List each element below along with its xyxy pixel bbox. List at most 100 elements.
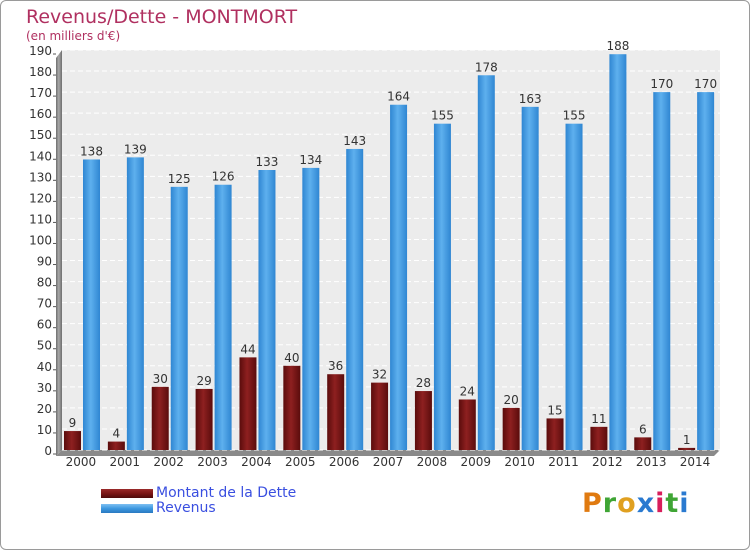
logo-letter: i: [679, 488, 690, 519]
y-tick-label: 10: [37, 423, 52, 437]
y-tick-label: 110: [29, 212, 52, 226]
data-label-dette: 4: [113, 427, 121, 441]
data-label-revenus: 133: [256, 155, 279, 169]
x-tick-label: 2013: [636, 455, 667, 469]
data-label-revenus: 188: [606, 39, 629, 53]
data-label-revenus: 155: [431, 109, 454, 123]
y-tick-label: 50: [37, 339, 52, 353]
x-tick-label: 2005: [285, 455, 316, 469]
data-label-dette: 20: [504, 393, 519, 407]
bar-dette: [195, 388, 213, 450]
x-axis-floor: [56, 450, 720, 456]
y-tick-label: 190: [29, 44, 52, 58]
bar-dette: [239, 357, 257, 450]
data-label-dette: 9: [69, 416, 77, 430]
legend-swatch-dette: [101, 489, 153, 498]
data-label-revenus: 164: [387, 90, 410, 104]
x-tick-label: 2002: [153, 455, 184, 469]
data-label-dette: 28: [416, 376, 431, 390]
y-tick-label: 70: [37, 297, 52, 311]
data-label-revenus: 170: [694, 77, 717, 91]
bar-revenus: [697, 92, 715, 451]
data-label-revenus: 178: [475, 60, 498, 74]
data-label-dette: 11: [591, 412, 606, 426]
legend-label-revenus: Revenus: [156, 500, 216, 516]
x-tick-label: 2010: [504, 455, 535, 469]
bar-dette: [283, 365, 301, 450]
bar-dette: [546, 418, 564, 450]
bar-dette: [502, 407, 520, 450]
logo-letter: P: [582, 488, 603, 519]
logo-letter: t: [665, 488, 680, 519]
y-tick-label: 60: [37, 318, 52, 332]
x-tick-label: 2009: [460, 455, 491, 469]
bar-revenus: [565, 123, 583, 451]
logo-letter: x: [636, 488, 656, 519]
data-label-revenus: 138: [80, 144, 103, 158]
data-label-revenus: 125: [168, 172, 191, 186]
bar-dette: [634, 437, 652, 450]
bar-revenus: [653, 92, 671, 451]
legend-label-dette: Montant de la Dette: [156, 485, 297, 501]
bar-dette: [327, 374, 345, 450]
bar-revenus: [346, 148, 364, 450]
chart-title: Revenus/Dette - MONTMORT: [26, 6, 298, 28]
y-tick-label: 160: [29, 107, 52, 121]
x-tick-label: 2014: [680, 455, 711, 469]
bar-revenus: [521, 106, 539, 450]
bar-revenus: [83, 159, 100, 450]
data-label-dette: 6: [639, 422, 647, 436]
y-tick-label: 150: [29, 128, 52, 142]
bar-dette: [151, 386, 169, 450]
data-label-revenus: 126: [212, 170, 235, 184]
data-label-revenus: 163: [519, 92, 542, 106]
y-tick-label: 100: [29, 233, 52, 247]
y-axis-wall: [56, 50, 62, 456]
x-tick-label: 2003: [197, 455, 228, 469]
bar-dette: [64, 431, 81, 450]
data-label-dette: 44: [240, 342, 255, 356]
x-tick-label: 2001: [110, 455, 141, 469]
proxiti-logo: Proxiti: [582, 488, 690, 519]
x-tick-label: 2007: [373, 455, 404, 469]
y-tick-label: 180: [29, 65, 52, 79]
y-tick-label: 170: [29, 86, 52, 100]
bar-dette: [678, 447, 696, 450]
bar-revenus: [258, 170, 276, 450]
bar-revenus: [433, 123, 451, 451]
data-label-dette: 24: [460, 384, 475, 398]
y-tick-label: 140: [29, 149, 52, 163]
legend-swatch-revenus: [101, 504, 153, 513]
y-tick-label: 130: [29, 170, 52, 184]
logo-letter: o: [617, 488, 637, 519]
bar-revenus: [214, 184, 232, 450]
bar-revenus: [302, 167, 320, 451]
data-label-dette: 32: [372, 368, 387, 382]
x-tick-label: 2000: [66, 455, 97, 469]
y-tick-label: 80: [37, 276, 52, 290]
bar-dette: [107, 441, 125, 450]
y-tick-label: 0: [44, 444, 52, 458]
bar-dette: [414, 391, 432, 450]
x-tick-label: 2006: [329, 455, 360, 469]
data-label-revenus: 170: [650, 77, 673, 91]
data-label-dette: 30: [153, 372, 168, 386]
y-tick-label: 40: [37, 360, 52, 374]
x-tick-label: 2012: [592, 455, 623, 469]
data-label-dette: 29: [196, 374, 211, 388]
data-label-dette: 1: [683, 433, 691, 447]
data-label-revenus: 134: [299, 153, 322, 167]
y-tick-label: 30: [37, 381, 52, 395]
bar-revenus: [609, 54, 627, 451]
data-label-dette: 36: [328, 359, 343, 373]
bar-dette: [371, 382, 389, 450]
bar-revenus: [477, 75, 495, 451]
chart-subtitle: (en milliers d'€): [26, 29, 121, 43]
data-label-dette: 15: [547, 403, 562, 417]
bar-revenus: [390, 104, 408, 450]
data-label-revenus: 155: [563, 109, 586, 123]
data-label-dette: 40: [284, 351, 299, 365]
x-tick-label: 2011: [548, 455, 579, 469]
y-tick-label: 20: [37, 402, 52, 416]
